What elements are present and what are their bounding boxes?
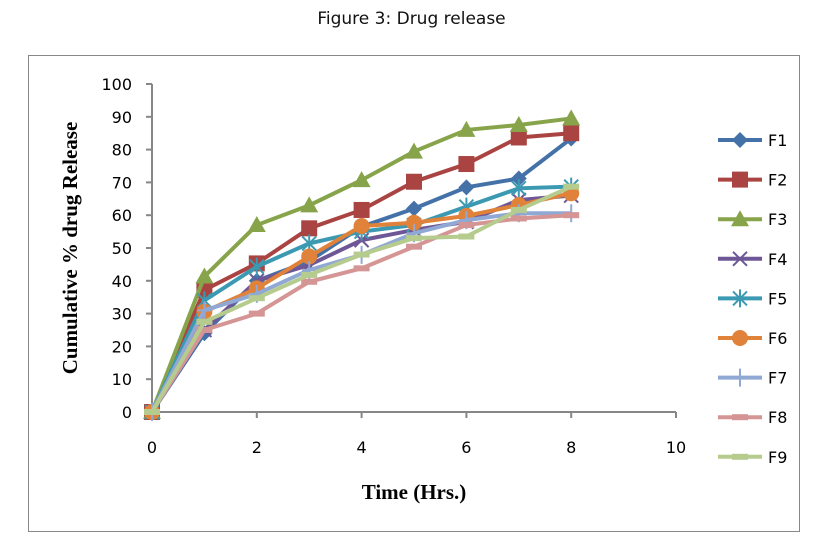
y-tick-label: 0 [122, 403, 132, 422]
data-point-F3 [247, 216, 266, 233]
legend-label: F9 [768, 448, 787, 467]
legend-marker-F7 [733, 368, 747, 387]
legend-marker-F6 [732, 330, 748, 346]
figure-title: Figure 3: Drug release [317, 9, 506, 29]
data-point-F6 [301, 248, 318, 265]
data-point-F8 [353, 265, 370, 272]
data-point-F5 [249, 257, 265, 276]
legend-marker-F5 [732, 289, 748, 308]
data-point-F8 [301, 278, 318, 285]
series-line-F7 [150, 211, 572, 413]
data-point-F2 [406, 173, 422, 190]
data-point-F3 [195, 267, 214, 284]
data-point-F3 [405, 142, 423, 159]
data-point-F1 [406, 200, 422, 217]
y-tick-label: 40 [112, 272, 132, 291]
y-tick-label: 20 [112, 337, 132, 356]
data-point-F7 [197, 301, 212, 320]
x-tick-label: 2 [252, 438, 262, 457]
legend-label: F6 [768, 329, 787, 348]
data-point-F8 [458, 222, 475, 229]
y-axis-label: Cumulative % drug Release [58, 122, 82, 375]
data-point-F2 [353, 201, 370, 218]
data-point-F8 [563, 212, 580, 219]
x-tick-label: 6 [461, 438, 471, 457]
legend-marker-F4 [732, 251, 748, 267]
series-line-F3 [150, 116, 572, 413]
data-point-F9 [458, 233, 475, 240]
data-point-F9 [563, 183, 580, 190]
data-point-F2 [563, 125, 580, 142]
data-point-F9 [510, 206, 527, 213]
legend-label: F7 [768, 369, 787, 388]
x-axis-label: Time (Hrs.) [362, 480, 467, 504]
data-point-F1 [458, 179, 475, 196]
data-point-F3 [509, 116, 528, 132]
y-tick-label: 10 [112, 370, 132, 389]
legend-label: F4 [768, 250, 787, 269]
x-tick-label: 10 [666, 438, 686, 457]
data-point-F3 [457, 120, 476, 137]
data-point-F2 [301, 220, 318, 237]
data-point-F9 [144, 409, 160, 415]
legend-label: F3 [768, 210, 787, 229]
y-tick-label: 50 [112, 239, 132, 258]
data-point-F2 [458, 156, 475, 173]
data-point-F9 [196, 318, 213, 325]
x-tick-label: 8 [566, 438, 576, 457]
data-point-F9 [301, 271, 318, 278]
y-tick-label: 30 [112, 305, 132, 324]
data-point-F3 [352, 171, 371, 188]
legend-label: F5 [768, 289, 787, 308]
y-tick-label: 70 [112, 173, 132, 192]
legend-label: F2 [768, 171, 787, 190]
data-point-F8 [510, 215, 527, 222]
legend-label: F1 [768, 131, 787, 150]
data-point-F9 [406, 235, 422, 242]
chart-frame [28, 55, 800, 532]
data-point-F6 [353, 218, 370, 235]
data-point-F8 [406, 243, 422, 250]
data-point-F8 [196, 327, 213, 333]
legend-label: F8 [768, 408, 787, 427]
y-tick-label: 80 [112, 141, 132, 160]
y-tick-label: 90 [112, 108, 132, 127]
legend-marker-F2 [732, 171, 748, 188]
data-point-F5 [511, 179, 527, 198]
legend-marker-F1 [732, 132, 748, 148]
legend-marker-F9 [732, 453, 748, 460]
data-point-F2 [510, 129, 527, 146]
x-tick-label: 0 [147, 438, 157, 457]
data-point-F8 [248, 310, 265, 317]
y-tick-label: 100 [101, 75, 132, 94]
data-point-F3 [562, 109, 581, 126]
data-point-F1 [510, 170, 527, 187]
data-point-F9 [248, 295, 265, 302]
data-point-F9 [353, 251, 370, 258]
y-tick-label: 60 [112, 206, 132, 225]
x-tick-label: 4 [357, 438, 367, 457]
data-point-F3 [300, 196, 319, 213]
legend-marker-F8 [732, 414, 748, 421]
series-line-F8 [150, 213, 572, 414]
legend-marker-F3 [731, 210, 749, 227]
data-point-F6 [406, 214, 422, 231]
